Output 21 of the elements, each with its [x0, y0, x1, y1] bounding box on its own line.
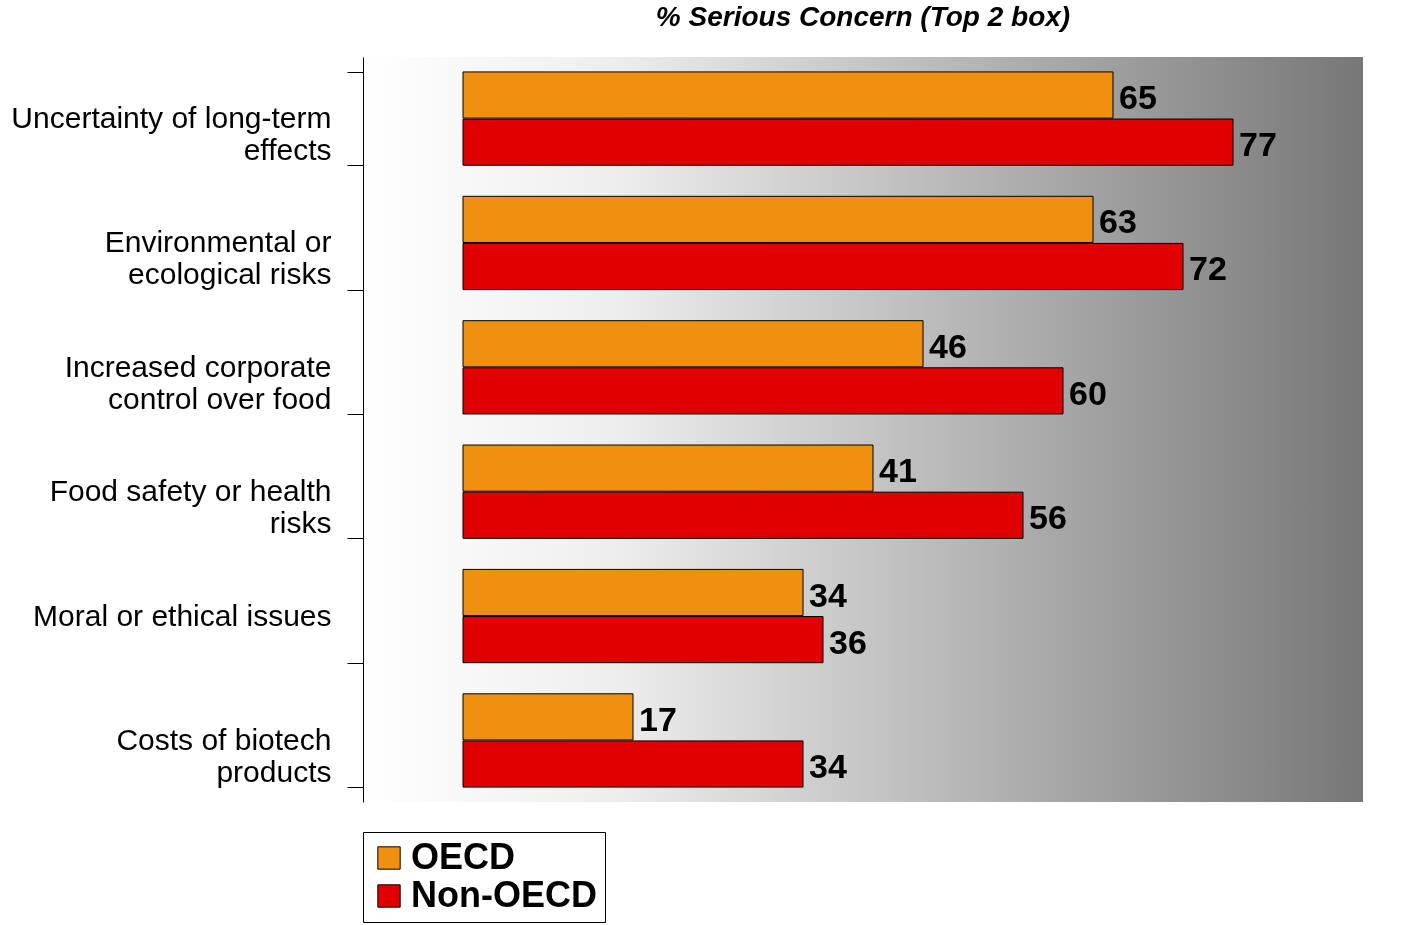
- y-tick-label: Moral or ethical issues: [33, 598, 332, 632]
- data-label: 72: [1189, 249, 1227, 288]
- y-tick-label: Uncertainty of long-term effects: [11, 101, 332, 167]
- y-tick-label: Increased corporate control over food: [64, 349, 332, 415]
- chart-title: % Serious Concern (Top 2 box): [655, 1, 1071, 32]
- data-label: 34: [809, 575, 847, 614]
- data-label: 41: [879, 451, 917, 490]
- data-label: 36: [829, 622, 867, 661]
- data-label: 46: [929, 326, 967, 365]
- legend-label: Non-OECD: [411, 874, 597, 915]
- y-tick-label: Environmental or ecological risks: [104, 225, 332, 291]
- data-label: 63: [1099, 202, 1137, 241]
- data-label: 65: [1119, 78, 1157, 117]
- data-label: 60: [1069, 373, 1107, 412]
- data-label: 17: [639, 699, 677, 738]
- data-label: 56: [1029, 498, 1067, 537]
- legend-label: OECD: [411, 836, 516, 877]
- y-tick-label: Food safety or health risks: [49, 474, 332, 540]
- y-tick-label: Costs of biotech products: [116, 722, 332, 788]
- data-label: 77: [1239, 125, 1277, 164]
- data-label: 34: [809, 746, 847, 785]
